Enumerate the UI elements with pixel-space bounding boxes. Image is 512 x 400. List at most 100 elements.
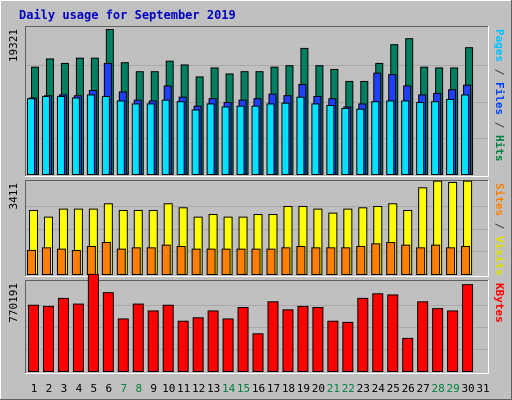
bar-pages-day-19 — [296, 96, 305, 175]
y-max-label-0: 19321 — [7, 29, 20, 62]
bar-pages-day-7 — [116, 100, 125, 175]
bar-sites-day-30 — [461, 245, 471, 275]
bar-pages-day-2 — [41, 95, 50, 175]
x-tick-day-25: 25 — [387, 382, 400, 395]
bar-kbytes-day-2 — [42, 305, 54, 372]
bar-sites-day-23 — [356, 245, 366, 275]
bar-pages-day-29 — [446, 98, 455, 175]
x-tick-day-1: 1 — [31, 382, 38, 395]
bar-kbytes-day-17 — [267, 301, 279, 373]
bar-kbytes-day-3 — [57, 297, 69, 372]
bar-kbytes-day-5 — [87, 273, 99, 372]
bar-pages-day-30 — [461, 94, 470, 175]
bar-pages-day-10 — [161, 99, 170, 175]
bar-kbytes-day-29 — [447, 310, 459, 373]
legend-part-0-3: / — [493, 115, 506, 135]
series-legend-2: KBytes — [493, 283, 506, 323]
bar-sites-day-19 — [296, 245, 306, 275]
x-tick-day-8: 8 — [135, 382, 142, 395]
legend-part-1-2: Visits — [493, 236, 506, 276]
x-tick-day-27: 27 — [417, 382, 430, 395]
x-tick-day-21: 21 — [327, 382, 340, 395]
x-tick-day-11: 11 — [177, 382, 190, 395]
bar-kbytes-day-1 — [28, 304, 39, 372]
bar-sites-day-22 — [341, 247, 351, 276]
bar-pages-day-16 — [251, 105, 260, 175]
legend-part-0-0: Pages — [493, 29, 506, 62]
x-tick-day-24: 24 — [372, 382, 386, 395]
x-tick-day-3: 3 — [61, 382, 68, 395]
day-axis-labels: 1 2 3 4 5 6 7 8 9 10 11 12 13 14 15 16 17 18 19 20 21 22 23 24 2… — [31, 382, 490, 395]
chart-title: Daily usage for September 2019 — [19, 8, 236, 22]
bar-sites-day-27 — [416, 247, 426, 276]
bar-sites-day-29 — [446, 247, 456, 276]
legend-part-1-1: / — [493, 216, 506, 236]
bar-pages-day-6 — [101, 95, 110, 175]
bar-kbytes-day-11 — [177, 320, 189, 372]
x-tick-day-9: 9 — [150, 382, 157, 395]
bar-pages-day-12 — [191, 109, 200, 175]
bar-sites-day-17 — [266, 248, 276, 276]
bar-sites-day-13 — [206, 248, 216, 276]
bar-kbytes-day-4 — [72, 303, 84, 373]
bar-sites-day-25 — [386, 241, 396, 276]
bar-kbytes-day-20 — [312, 307, 324, 372]
x-tick-day-15: 15 — [237, 382, 250, 395]
bar-kbytes-day-15 — [237, 307, 249, 372]
x-tick-day-7: 7 — [120, 382, 127, 395]
bar-pages-day-9 — [146, 103, 155, 175]
bar-kbytes-day-19 — [297, 305, 309, 372]
bar-pages-day-3 — [56, 95, 65, 175]
bar-pages-day-8 — [131, 103, 140, 175]
x-tick-day-20: 20 — [312, 382, 325, 395]
legend-part-2-0: KBytes — [493, 283, 506, 323]
x-tick-day-23: 23 — [357, 382, 370, 395]
bar-sites-day-15 — [236, 248, 246, 276]
bar-pages-day-22 — [341, 107, 350, 175]
bar-sites-day-4 — [71, 249, 81, 275]
bar-sites-day-10 — [161, 244, 171, 275]
bar-sites-day-7 — [116, 248, 126, 276]
bar-kbytes-day-23 — [357, 297, 369, 372]
bar-kbytes-day-25 — [387, 294, 399, 373]
kbytes-panel: 770191 KBytes — [7, 273, 506, 374]
x-tick-day-16: 16 — [252, 382, 265, 395]
series-legend-1: Sites / Visits — [493, 183, 506, 276]
bar-pages-day-25 — [386, 100, 395, 175]
bar-pages-day-24 — [371, 101, 380, 175]
bar-pages-day-15 — [236, 105, 245, 175]
bar-sites-day-12 — [191, 248, 201, 276]
x-tick-day-18: 18 — [282, 382, 295, 395]
x-tick-day-10: 10 — [162, 382, 175, 395]
legend-part-0-2: Files — [493, 82, 506, 115]
hits-files-pages-panel: 19321 Pages / Files / Hits — [7, 26, 506, 177]
bar-kbytes-day-22 — [342, 321, 354, 372]
x-tick-day-31: 31 — [476, 382, 489, 395]
x-tick-day-13: 13 — [207, 382, 220, 395]
bar-kbytes-day-26 — [402, 337, 414, 372]
x-tick-day-26: 26 — [402, 382, 415, 395]
bar-sites-day-3 — [56, 248, 66, 276]
bar-pages-day-26 — [401, 100, 410, 175]
x-tick-day-29: 29 — [446, 382, 459, 395]
x-tick-day-5: 5 — [91, 382, 98, 395]
bar-kbytes-day-7 — [117, 318, 129, 373]
bar-sites-day-11 — [176, 245, 186, 275]
legend-part-1-0: Sites — [493, 183, 506, 216]
x-tick-day-12: 12 — [192, 382, 205, 395]
bar-sites-day-20 — [311, 247, 321, 276]
y-max-label-2: 770191 — [7, 283, 20, 323]
bar-sites-day-1 — [27, 249, 36, 275]
bar-pages-day-1 — [27, 98, 35, 175]
bar-pages-day-20 — [311, 103, 320, 175]
x-tick-day-17: 17 — [267, 382, 280, 395]
bar-sites-day-24 — [371, 243, 381, 276]
bar-pages-day-13 — [206, 103, 215, 175]
bar-kbytes-day-13 — [207, 310, 219, 373]
bar-sites-day-21 — [326, 247, 336, 276]
bar-sites-day-6 — [101, 241, 111, 276]
x-tick-day-2: 2 — [46, 382, 53, 395]
x-tick-day-28: 28 — [432, 382, 445, 395]
bar-kbytes-day-14 — [222, 318, 234, 373]
bar-sites-day-16 — [251, 248, 261, 276]
